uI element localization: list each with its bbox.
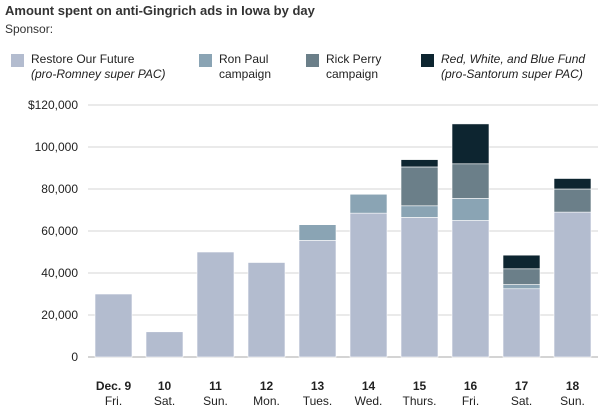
legend-line1: Red, White, and Blue Fund [441, 52, 586, 66]
bar-segment [400, 217, 439, 358]
bar-segment [502, 288, 541, 358]
x-tick-label-date: 12 [260, 379, 274, 393]
bar-segment [451, 163, 490, 199]
x-tick-label-day: Thurs. [402, 394, 436, 408]
x-tick-label-date: 18 [566, 379, 580, 393]
legend-line1: Ron Paul [219, 52, 269, 66]
legend-line2: campaign [326, 67, 379, 81]
bar-segment [349, 193, 388, 214]
legend-swatch [306, 54, 319, 67]
legend-line2: (pro-Santorum super PAC) [441, 67, 583, 81]
bar-segment [298, 240, 337, 358]
bar-segment [553, 188, 592, 213]
x-tick-label-date: 15 [413, 379, 427, 393]
x-tick-label-day: Sun. [560, 394, 585, 408]
x-tick-label-date: 11 [209, 379, 222, 393]
x-tick-label-day: Fri. [462, 394, 479, 408]
legend-swatch [199, 54, 212, 67]
bar-segment [451, 220, 490, 358]
x-axis-tick-labels: Dec. 9Fri.10Sat.11Sun.12Mon.13Tues.14Wed… [96, 379, 585, 408]
bar-segment [145, 331, 184, 358]
x-tick-label-date: 10 [158, 379, 172, 393]
x-tick-label-day: Wed. [355, 394, 383, 408]
bar-segment [502, 254, 541, 270]
sponsor-label: Sponsor: [5, 22, 54, 36]
x-tick-label-day: Mon. [253, 394, 280, 408]
legend-line1: Rick Perry [326, 52, 382, 66]
bar-segment [451, 123, 490, 165]
legend-swatch [11, 54, 24, 67]
legend-line1: Restore Our Future [31, 52, 135, 66]
y-tick-label: 80,000 [41, 182, 78, 196]
bar-segment [553, 178, 592, 190]
bar-segment [247, 262, 286, 358]
bars [94, 123, 592, 358]
y-axis-tick-labels: 0 20,000 40,000 60,000 80,000 100,000 $120,000 [28, 98, 78, 364]
legend-line2: (pro-Romney super PAC) [31, 67, 166, 81]
bar-segment [298, 224, 337, 241]
x-tick-label-date: Dec. 9 [96, 379, 132, 393]
legend-swatch [421, 54, 434, 67]
y-tick-label: 0 [71, 350, 78, 364]
x-tick-label-day: Sun. [203, 394, 228, 408]
x-tick-label-day: Tues. [303, 394, 333, 408]
bar-segment [349, 212, 388, 358]
bar-segment [400, 159, 439, 168]
x-tick-label-date: 13 [311, 379, 325, 393]
y-tick-label: 100,000 [35, 140, 79, 154]
y-tick-label: $120,000 [28, 98, 78, 112]
bar-segment [502, 284, 541, 290]
bar-segment [196, 251, 235, 358]
x-tick-label-date: 16 [464, 379, 478, 393]
legend-line2: campaign [219, 67, 272, 81]
x-tick-label-day: Fri. [105, 394, 122, 408]
chart-title: Amount spent on anti-Gingrich ads in Iow… [5, 3, 315, 18]
y-tick-label: 20,000 [41, 308, 78, 322]
bar-segment [553, 211, 592, 358]
bar-segment [400, 166, 439, 207]
x-tick-label-day: Sat. [154, 394, 175, 408]
x-tick-label-date: 14 [362, 379, 376, 393]
x-tick-label-date: 17 [515, 379, 529, 393]
bar-segment [94, 293, 133, 358]
y-tick-label: 40,000 [41, 266, 78, 280]
x-tick-label-day: Sat. [511, 394, 532, 408]
y-tick-label: 60,000 [41, 224, 78, 238]
bar-segment [502, 268, 541, 285]
bar-segment [400, 205, 439, 218]
bar-segment [451, 198, 490, 221]
